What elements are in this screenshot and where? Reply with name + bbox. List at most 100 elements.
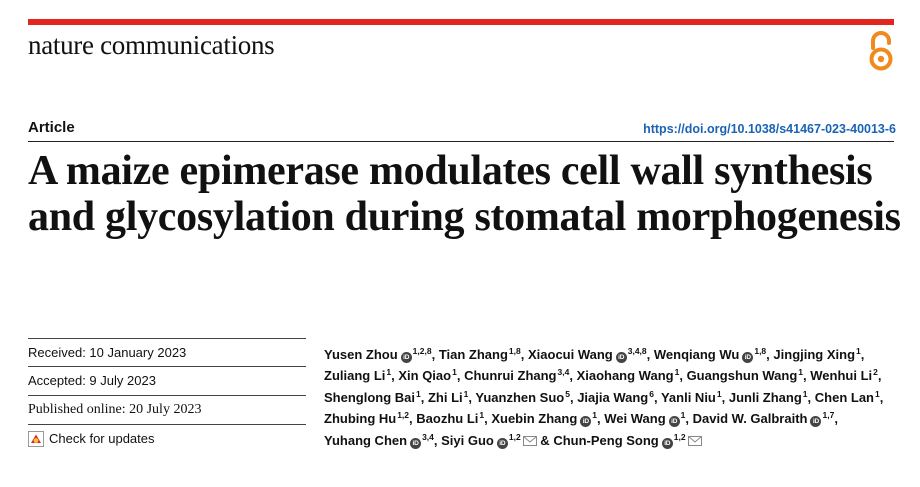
author-entry[interactable]: Zuliang Li1 [324, 368, 391, 383]
author-name[interactable]: Wenqiang Wu [653, 347, 740, 362]
author-name[interactable]: David W. Galbraith [692, 411, 808, 427]
author-entry[interactable]: Yuhang Chen iD3,4 [324, 431, 434, 449]
check-for-updates-label: Check for updates [49, 431, 155, 446]
affiliation-superscript: 1 [479, 410, 485, 421]
article-type-label: Article [28, 119, 75, 136]
affiliation-superscript: 1,8 [508, 346, 521, 356]
author-name[interactable]: Chen Lan [814, 389, 874, 405]
author-entry[interactable]: Xiaohang Wang1 [577, 368, 680, 383]
orcid-icon[interactable]: iD [496, 437, 508, 449]
author-name[interactable]: Yanli Niu [660, 389, 716, 405]
author-entry[interactable]: Yanli Niu1 [661, 390, 722, 405]
affiliation-superscript: 3,4 [422, 431, 434, 442]
affiliation-superscript: 1 [416, 388, 421, 399]
author-separator: , [685, 411, 693, 427]
affiliation-superscript: 1 [463, 388, 469, 399]
mail-icon[interactable] [522, 435, 537, 446]
author-entry[interactable]: Xuebin Zhang iD1 [491, 411, 597, 428]
journal-name[interactable]: nature communications [28, 30, 275, 60]
author-name[interactable]: Yusen Zhou [324, 347, 398, 362]
author-separator: , [679, 368, 687, 384]
author-name[interactable]: Xin Qiao [398, 368, 452, 384]
author-name[interactable]: Zuliang Li [324, 368, 386, 384]
author-entry[interactable]: Jiajia Wang6 [577, 390, 654, 405]
author-entry[interactable]: Shenglong Bai1 [324, 390, 421, 405]
author-name[interactable]: Yuanzhen Suo [475, 389, 565, 405]
author-name[interactable]: Jiajia Wang [577, 389, 649, 405]
author-entry[interactable]: David W. Galbraith iD1,7 [692, 410, 835, 428]
author-separator: , [456, 368, 465, 384]
check-for-updates-button[interactable]: Check for updates [28, 425, 306, 454]
author-name[interactable]: Xiaohang Wang [576, 368, 674, 384]
author-entry[interactable]: Zhubing Hu1,2 [324, 411, 409, 426]
author-name[interactable]: Shenglong Bai [324, 389, 415, 405]
affiliation-superscript: 2 [873, 367, 878, 378]
author-separator: & [536, 432, 554, 448]
author-name[interactable]: Chunrui Zhang [464, 368, 557, 384]
author-entry[interactable]: Xiaocui Wang iD3,4,8 [527, 347, 647, 363]
author-name[interactable]: Junli Zhang [728, 389, 802, 405]
orcid-icon[interactable]: iD [580, 416, 592, 428]
author-entry[interactable]: Yusen Zhou iD1,2,8 [324, 346, 432, 363]
author-name[interactable]: Wenhui Li [810, 368, 873, 384]
author-name[interactable]: Zhubing Hu [324, 411, 397, 427]
orcid-icon[interactable]: iD [810, 416, 822, 428]
author-separator: , [803, 368, 811, 384]
affiliation-superscript: 1 [798, 367, 804, 378]
author-name[interactable]: Tian Zhang [438, 347, 508, 362]
author-entry[interactable]: Xin Qiao1 [398, 368, 456, 383]
author-entry[interactable]: Chun-Peng Song iD1,2 [553, 432, 702, 449]
author-name[interactable]: Xiaocui Wang [527, 347, 613, 362]
author-name[interactable]: Siyi Guo [441, 432, 494, 448]
author-entry[interactable]: Zhi Li1 [428, 390, 468, 405]
affiliation-superscript: 1,2,8 [412, 346, 432, 356]
mail-icon[interactable] [687, 435, 702, 446]
affiliation-superscript: 1 [680, 410, 686, 421]
author-separator: , [834, 411, 838, 427]
orcid-icon[interactable]: iD [615, 352, 627, 363]
author-separator: , [409, 411, 417, 427]
author-entry[interactable]: Siyi Guo iD1,2 [441, 432, 537, 449]
author-name[interactable]: Guangshun Wang [686, 368, 798, 384]
publication-dates: Received: 10 January 2023 Accepted: 9 Ju… [28, 338, 306, 454]
affiliation-superscript: 1,2 [397, 410, 410, 421]
author-separator: , [569, 368, 577, 384]
doi-link[interactable]: https://doi.org/10.1038/s41467-023-40013… [643, 122, 896, 136]
author-entry[interactable]: Wenhui Li2 [810, 368, 878, 383]
open-access-icon[interactable] [866, 30, 896, 72]
orcid-icon[interactable]: iD [668, 416, 680, 428]
author-separator: , [468, 389, 476, 405]
author-entry[interactable]: Wenqiang Wu iD1,8 [653, 347, 766, 363]
author-separator: , [721, 389, 729, 405]
author-entry[interactable]: Chen Lan1 [815, 390, 880, 405]
affiliation-superscript: 1 [716, 388, 722, 399]
author-entry[interactable]: Guangshun Wang1 [687, 368, 803, 383]
author-name[interactable]: Baozhu Li [416, 411, 479, 427]
affiliation-superscript: 1,7 [822, 410, 835, 421]
author-entry[interactable]: Baozhu Li1 [416, 411, 484, 426]
author-name[interactable]: Chun-Peng Song [553, 432, 659, 448]
orcid-icon[interactable]: iD [410, 437, 422, 449]
author-name[interactable]: Yuhang Chen [324, 432, 408, 448]
accepted-date: Accepted: 9 July 2023 [28, 367, 306, 396]
author-name[interactable]: Zhi Li [427, 389, 463, 405]
author-entry[interactable]: Jingjing Xing1 [773, 347, 860, 362]
affiliation-superscript: 6 [649, 388, 654, 399]
author-list: Yusen Zhou iD1,2,8, Tian Zhang1,8, Xiaocu… [324, 344, 904, 451]
author-separator: , [484, 411, 492, 427]
author-entry[interactable]: Tian Zhang1,8 [439, 347, 521, 362]
header-divider [28, 141, 894, 142]
author-name[interactable]: Wei Wang [604, 411, 666, 427]
author-entry[interactable]: Yuanzhen Suo5 [475, 390, 570, 405]
author-separator: , [807, 389, 815, 405]
author-entry[interactable]: Wei Wang iD1 [604, 410, 686, 428]
orcid-icon[interactable]: iD [661, 437, 673, 449]
author-entry[interactable]: Junli Zhang1 [729, 390, 808, 405]
orcid-icon[interactable]: iD [742, 352, 754, 363]
author-entry[interactable]: Chunrui Zhang3,4 [464, 368, 569, 383]
author-name[interactable]: Jingjing Xing [773, 347, 856, 362]
author-name[interactable]: Xuebin Zhang [491, 411, 578, 427]
orcid-icon[interactable]: iD [400, 352, 412, 363]
affiliation-superscript: 1 [674, 367, 680, 378]
affiliation-superscript: 1 [875, 388, 880, 399]
